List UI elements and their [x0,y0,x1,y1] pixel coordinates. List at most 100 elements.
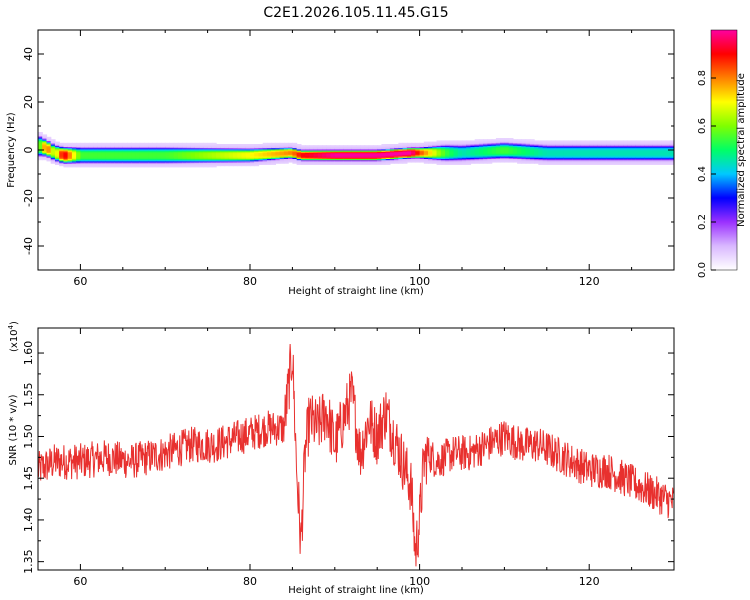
heatmap-cell [165,165,171,168]
heatmap-cell [580,144,586,146]
heatmap-cell [555,141,561,144]
heatmap-cell [389,152,395,155]
heatmap-cell [415,154,421,157]
heatmap-cell [538,158,544,161]
heatmap-cell [406,153,412,156]
heatmap-cell [292,145,298,147]
heatmap-cell [356,150,361,152]
heatmap-cell [211,159,217,162]
heatmap-cell [589,156,595,158]
heatmap-cell [601,141,607,144]
heatmap-cell [220,147,226,150]
heatmap-cell [250,158,255,161]
heatmap-cell [534,162,539,164]
heatmap-cell [245,151,251,153]
heatmap-cell [233,150,238,152]
heatmap-cell [262,146,268,149]
heatmap-cell [54,152,60,155]
heatmap-cell [580,151,586,153]
heatmap-cell [63,157,69,159]
heatmap-cell [152,160,158,163]
heatmap-cell [411,147,416,150]
heatmap-cell [551,140,556,143]
heatmap-cell [601,163,607,165]
heatmap-cell [644,141,650,144]
heatmap-cell [568,142,573,145]
heatmap-cell [220,152,226,155]
heatmap-cell [402,160,408,163]
heatmap-cell [330,154,336,157]
heatmap-cell [186,153,192,156]
heatmap-cell [148,147,154,150]
heatmap-cell [300,151,306,153]
heatmap-cell [500,152,505,155]
heatmap-cell [470,162,476,164]
heatmap-cell [271,163,277,165]
heatmap-cell [529,140,535,143]
heatmap-cell [500,142,505,145]
heatmap-cell [470,158,476,161]
heatmap-cell [436,147,442,150]
heatmap-cell [453,158,459,161]
heatmap-cell [640,154,645,157]
heatmap-cell [114,152,120,155]
heatmap-cell [487,144,493,146]
heatmap-cell [139,165,145,168]
heatmap-cell [474,142,480,145]
heatmap-cell [597,156,603,158]
heatmap-cell [313,158,319,161]
heatmap-cell [339,163,344,165]
heatmap-cell [275,162,281,164]
heatmap-cell [118,150,124,152]
heatmap-cell [292,159,298,162]
heatmap-cell [190,165,196,168]
heatmap-cell [470,140,476,143]
heatmap-cell [623,146,628,149]
heatmap-cell [419,153,425,156]
heatmap-cell [122,148,128,151]
heatmap-cell [385,152,391,155]
heatmap-cell [80,159,86,162]
heatmap-cell [296,153,302,156]
heatmap-cell [76,160,81,163]
heatmap-cell [381,144,387,146]
heatmap-cell [432,158,438,161]
heatmap-cell [139,160,145,163]
heatmap-cell [508,156,514,158]
heatmap-cell [275,145,281,147]
heatmap-cell [59,163,65,165]
heatmap-cell [478,147,484,150]
heatmap-cell [110,156,115,158]
heatmap-cell [423,160,429,163]
heatmap-cell [457,140,463,143]
heatmap-cell [652,148,658,151]
heatmap-cell [580,163,586,165]
heatmap-cell [440,160,446,163]
heatmap-cell [148,142,154,145]
heatmap-cell [521,139,527,141]
heatmap-cell [182,150,187,152]
heatmap-cell [364,159,370,162]
heatmap-cell [521,148,527,151]
heatmap-cell [559,162,565,164]
heatmap-cell [584,144,590,146]
heatmap-cell [606,151,611,153]
heatmap-cell [67,148,73,151]
heatmap-cell [194,151,200,153]
heatmap-cell [521,144,527,146]
snr-x-label: Height of straight line (km) [288,585,424,596]
heatmap-cell [648,152,654,155]
heatmap-cell [144,163,149,165]
heatmap-cell [84,151,90,153]
heatmap-cell [59,158,65,161]
heatmap-cell [199,164,204,167]
heatmap-cell [88,147,94,150]
snr-y-label: SNR (10 * v/v) [8,394,19,465]
heatmap-cell [160,150,166,152]
heatmap-cell [347,156,353,158]
heatmap-cell [411,142,416,145]
heatmap-cell [131,158,137,161]
heatmap-cell [118,144,124,146]
heatmap-cell [59,153,65,156]
heatmap-cell [139,145,145,147]
